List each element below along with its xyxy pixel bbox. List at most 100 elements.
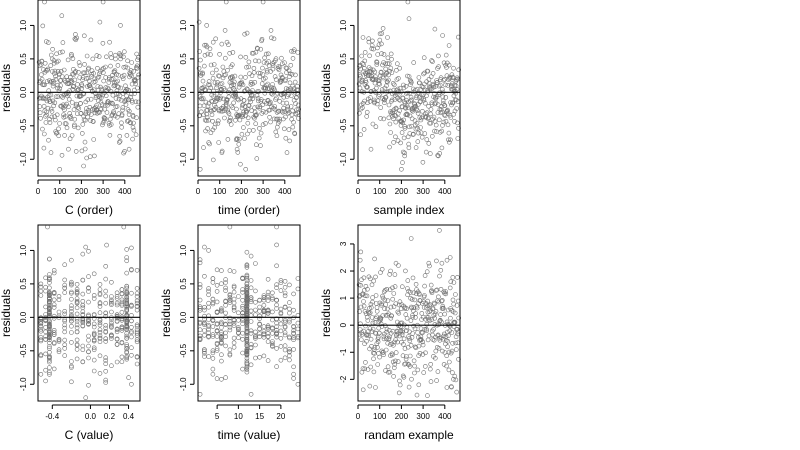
data-point bbox=[283, 77, 288, 82]
data-point bbox=[422, 273, 428, 278]
data-point bbox=[409, 116, 415, 122]
data-point bbox=[69, 303, 74, 309]
data-point bbox=[253, 261, 258, 266]
data-point bbox=[51, 103, 57, 109]
data-point bbox=[235, 96, 240, 102]
data-point bbox=[214, 348, 220, 353]
plot-frame bbox=[357, 224, 461, 402]
panel-sample-index: -1.0-0.50.00.51.0 0 100 200 300 400 sample i… bbox=[319, 0, 462, 217]
data-point bbox=[103, 85, 109, 90]
data-point bbox=[74, 356, 80, 362]
data-point bbox=[109, 294, 114, 299]
data-point bbox=[362, 308, 368, 314]
data-point bbox=[360, 101, 366, 106]
data-point bbox=[109, 336, 114, 341]
data-point bbox=[403, 361, 408, 367]
data-point bbox=[97, 92, 103, 98]
data-point bbox=[446, 139, 452, 145]
data-point bbox=[242, 31, 247, 37]
y-tick-label: 0.5 bbox=[19, 278, 28, 290]
data-point bbox=[112, 82, 117, 88]
data-point bbox=[223, 310, 228, 316]
data-point bbox=[91, 119, 96, 124]
data-point bbox=[360, 105, 365, 110]
data-point bbox=[415, 111, 421, 116]
data-point bbox=[223, 375, 228, 380]
data-point bbox=[389, 70, 395, 75]
data-point bbox=[386, 115, 392, 121]
data-point bbox=[204, 118, 209, 124]
data-point bbox=[397, 333, 403, 339]
data-point bbox=[103, 64, 108, 70]
data-point bbox=[274, 124, 280, 130]
data-point bbox=[287, 319, 292, 325]
data-point bbox=[59, 74, 65, 79]
y-tick-label: -0.5 bbox=[179, 343, 188, 357]
data-point bbox=[197, 167, 203, 172]
data-point bbox=[413, 281, 419, 287]
data-point bbox=[213, 36, 218, 42]
data-point bbox=[393, 134, 398, 140]
data-point bbox=[109, 100, 115, 106]
data-point bbox=[124, 270, 129, 276]
data-point bbox=[415, 367, 421, 373]
data-point bbox=[393, 358, 398, 364]
data-point bbox=[240, 287, 245, 292]
data-point bbox=[244, 320, 250, 326]
data-point bbox=[257, 354, 262, 360]
data-point bbox=[67, 136, 73, 141]
data-point bbox=[439, 128, 445, 134]
y-tick-label: 1.0 bbox=[179, 19, 188, 31]
data-point bbox=[210, 75, 216, 81]
data-point bbox=[417, 80, 422, 86]
data-point bbox=[402, 126, 408, 131]
y-axis-title: residuals bbox=[319, 64, 333, 112]
data-point bbox=[241, 98, 247, 103]
data-point bbox=[69, 290, 74, 296]
data-point bbox=[202, 307, 207, 313]
data-point bbox=[43, 304, 48, 310]
data-point bbox=[422, 293, 427, 298]
data-point bbox=[255, 89, 260, 94]
data-point bbox=[77, 93, 82, 99]
data-point bbox=[78, 110, 84, 116]
data-point bbox=[277, 64, 283, 70]
data-point bbox=[126, 375, 131, 380]
data-point bbox=[438, 107, 444, 112]
data-point bbox=[98, 99, 104, 105]
data-point bbox=[252, 105, 257, 110]
data-point bbox=[51, 290, 57, 296]
data-point bbox=[391, 82, 397, 88]
x-axis-title: C (value) bbox=[65, 428, 114, 442]
data-point bbox=[80, 251, 86, 257]
data-point bbox=[101, 78, 106, 84]
data-point bbox=[114, 312, 120, 318]
data-point bbox=[274, 346, 279, 351]
data-point bbox=[432, 355, 438, 361]
data-point bbox=[438, 286, 444, 292]
data-point bbox=[80, 277, 86, 283]
data-point bbox=[253, 334, 258, 340]
data-point bbox=[230, 62, 235, 67]
data-point bbox=[431, 300, 437, 306]
data-point bbox=[389, 313, 394, 319]
data-point bbox=[91, 137, 96, 142]
data-point bbox=[80, 302, 86, 308]
data-point bbox=[265, 334, 271, 340]
data-point bbox=[244, 309, 250, 314]
data-point bbox=[119, 324, 125, 330]
data-point bbox=[268, 91, 274, 96]
data-point bbox=[287, 74, 292, 79]
data-point bbox=[253, 288, 258, 294]
data-point bbox=[428, 379, 434, 384]
data-point bbox=[291, 328, 296, 334]
data-point bbox=[382, 85, 388, 91]
data-point bbox=[433, 348, 439, 354]
data-point bbox=[128, 120, 133, 126]
data-point bbox=[80, 131, 85, 136]
data-point bbox=[387, 144, 392, 150]
data-point bbox=[95, 66, 100, 71]
data-point bbox=[265, 326, 271, 332]
data-point bbox=[360, 78, 366, 83]
x-tick-label: 0 bbox=[356, 412, 361, 421]
